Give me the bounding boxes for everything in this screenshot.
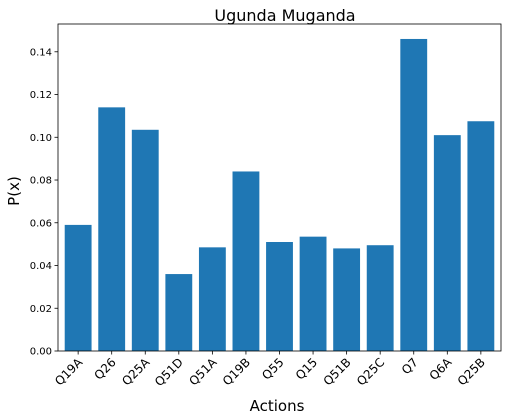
x-axis: Q19A Q26 Q25A Q51D Q51A Q19B Q55 Q15 Q51B Q25C Q7 Q… <box>52 351 488 389</box>
y-tick-label: 0.14 <box>30 47 52 58</box>
y-tick-label: 0.02 <box>30 304 52 315</box>
x-tick-label: Q19B <box>220 355 253 388</box>
y-tick-label: 0.08 <box>30 176 52 187</box>
y-tick-label: 0.06 <box>30 218 52 229</box>
x-tick-label: Q51D <box>152 355 186 389</box>
y-axis: 0.00 0.02 0.04 0.06 0.08 0.10 0.12 0.14 <box>30 47 58 358</box>
x-tick-label: Q15 <box>293 355 320 382</box>
bar-q25c <box>366 245 394 351</box>
chart-title: Ugunda Muganda <box>214 6 355 25</box>
bar-q19b <box>232 171 260 351</box>
x-tick-label: Q55 <box>259 355 286 382</box>
y-tick-label: 0.12 <box>30 90 52 101</box>
bar-q55 <box>266 242 293 351</box>
bar-q51a <box>198 247 226 351</box>
bar-q25a <box>131 129 159 351</box>
bar-q51d <box>165 274 193 351</box>
x-tick-label: Q25C <box>354 355 387 388</box>
x-axis-label: Actions <box>250 397 305 415</box>
bars-group <box>64 38 495 352</box>
x-tick-label: Q25A <box>119 355 153 389</box>
bar-q15 <box>299 236 327 351</box>
bar-q51b <box>333 248 361 351</box>
bar-q19a <box>64 224 92 351</box>
bar-q25b <box>467 121 495 351</box>
y-tick-label: 0.04 <box>30 261 52 272</box>
bar-q6a <box>433 135 461 351</box>
plot-frame <box>57 23 502 352</box>
bar-q7 <box>400 38 428 352</box>
x-tick-label: Q19A <box>52 355 86 389</box>
y-axis-label: P(x) <box>5 176 23 206</box>
x-tick-label: Q25B <box>455 355 488 388</box>
x-tick-label: Q26 <box>91 355 118 382</box>
x-tick-label: Q51B <box>321 355 354 388</box>
bar-q26 <box>98 107 126 351</box>
x-tick-label: Q51A <box>186 355 220 389</box>
y-tick-label: 0.00 <box>30 347 52 358</box>
y-tick-label: 0.10 <box>30 133 52 144</box>
x-tick-label: Q7 <box>399 355 421 377</box>
x-tick-label: Q6A <box>427 355 455 383</box>
